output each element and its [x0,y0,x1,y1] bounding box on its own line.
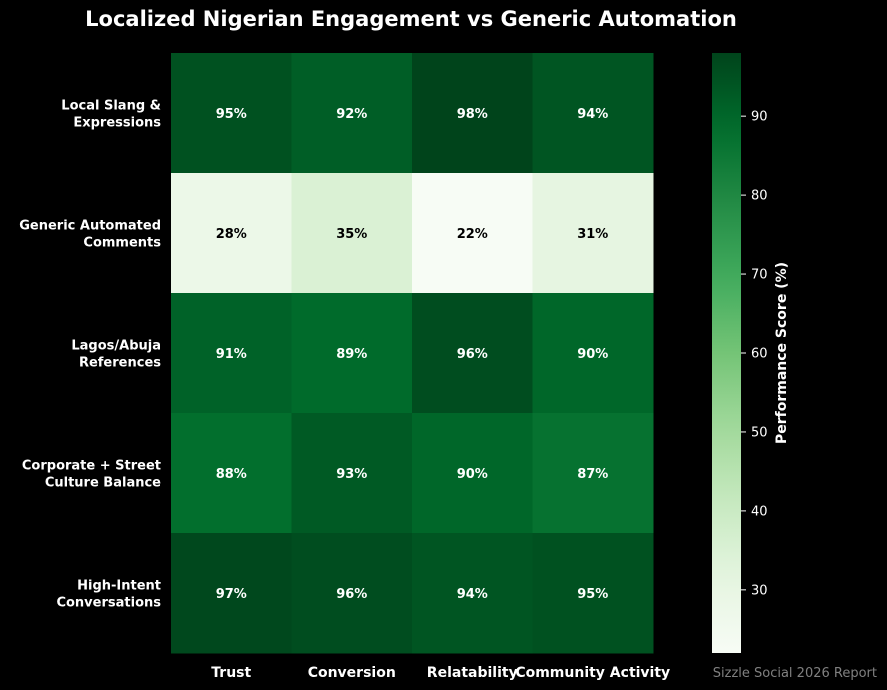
cell-value-label: 31% [577,227,608,242]
colorbar-tick-label: 80 [751,189,768,204]
heatmap-cell [171,533,292,654]
heatmap-cell [412,293,533,414]
heatmap-cell [532,533,654,654]
cell-value-label: 91% [216,347,247,362]
heatmap-cell [291,53,413,174]
heatmap-cell [291,293,413,414]
colorbar-label: Performance Score (%) [774,262,790,444]
cell-value-label: 87% [577,467,608,482]
cell-value-label: 93% [336,467,367,482]
heatmap-cell [532,173,654,294]
colorbar-tick-label: 40 [751,504,768,519]
cell-value-label: 97% [216,587,247,602]
colorbar-tick-label: 30 [751,583,768,598]
colorbar-tick-label: 70 [751,268,768,283]
colorbar [712,53,741,653]
heatmap-cell [412,173,533,294]
heatmap-cell [171,173,292,294]
row-label: Corporate + Street Culture Balance [22,459,161,491]
row-label: High-Intent Conversations [56,579,161,611]
cell-value-label: 89% [336,347,367,362]
column-label: Relatability [427,665,518,681]
cell-value-label: 94% [577,107,608,122]
colorbar-ticks: 30 40 50 60 70 80 90 [741,110,768,598]
cell-value-label: 35% [336,227,367,242]
cell-value-label: 92% [336,107,367,122]
row-labels: Local Slang & Expressions Generic Automate… [19,99,161,611]
source-note: Sizzle Social 2026 Report [713,666,877,681]
heatmap-cell [171,413,292,534]
heatmap-cell [412,533,533,654]
row-label: Local Slang & Expressions [61,99,161,131]
colorbar-tick-label: 60 [751,347,768,362]
heatmap-value-labels: 95% 92% 98% 94% 28% 35% 22% 31% 91% 89% 96% 90% 88% 9… [216,107,609,602]
cell-value-label: 96% [336,587,367,602]
cell-value-label: 95% [216,107,247,122]
chart-title: Localized Nigerian Engagement vs Generic… [85,7,737,31]
cell-value-label: 90% [457,467,488,482]
heatmap-cell [412,53,533,174]
cell-value-label: 94% [457,587,488,602]
cell-value-label: 88% [216,467,247,482]
heatmap-cell [291,173,413,294]
heatmap-cells [171,53,654,654]
heatmap-cell [291,413,413,534]
heatmap-cell [532,413,654,534]
heatmap-cell [171,293,292,414]
heatmap-cell [291,533,413,654]
column-label: Community Activity [515,665,670,681]
heatmap-cell [532,53,654,174]
heatmap-cell [412,413,533,534]
column-label: Conversion [308,665,396,681]
row-label: Generic Automated Comments [19,219,161,251]
heatmap-cell [171,53,292,174]
cell-value-label: 95% [577,587,608,602]
row-label: Lagos/Abuja References [71,339,161,371]
column-label: Trust [211,665,251,681]
colorbar-tick-label: 90 [751,110,768,125]
colorbar-tick-label: 50 [751,425,768,440]
heatmap-cell [532,293,654,414]
cell-value-label: 28% [216,227,247,242]
cell-value-label: 90% [577,347,608,362]
cell-value-label: 22% [457,227,488,242]
cell-value-label: 96% [457,347,488,362]
cell-value-label: 98% [457,107,488,122]
